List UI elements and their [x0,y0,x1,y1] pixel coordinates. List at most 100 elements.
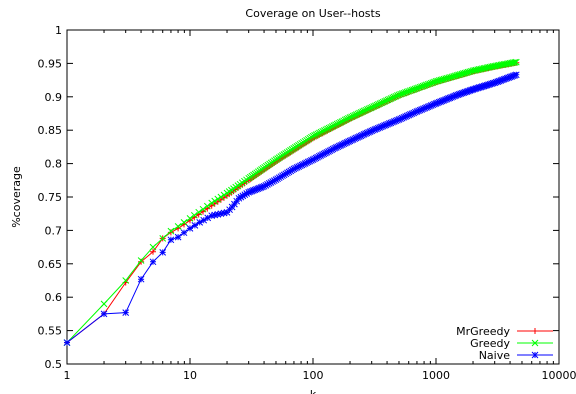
data-point [395,116,403,123]
data-point [196,219,204,226]
data-point [437,98,444,105]
y-tick-label: 0.75 [38,191,63,204]
data-point [491,79,499,87]
data-point [503,74,511,82]
data-point [122,277,130,284]
data-point [332,121,339,129]
data-point [245,188,253,196]
data-point [256,184,263,192]
data-point [159,235,167,242]
data-point [269,178,276,185]
data-point [257,184,265,191]
data-point [327,123,335,131]
data-point [322,126,330,134]
data-point [357,132,365,140]
data-point [296,162,304,170]
data-point [174,223,182,230]
data-point [408,110,416,118]
data-point [167,236,175,244]
data-point [373,125,380,133]
data-point [150,248,156,255]
y-tick-label: 1 [55,24,62,37]
legend-label-mrgreedy: MrGreedy [456,325,510,338]
data-point [405,111,413,119]
data-point [220,191,228,199]
data-point [311,132,318,139]
data-point [298,161,306,169]
legend-label-greedy: Greedy [470,337,510,350]
data-point [416,106,424,114]
data-point [343,115,351,123]
data-point [384,120,392,128]
data-point [423,104,430,111]
data-point [445,95,452,102]
data-point [449,93,457,101]
data-point [149,258,157,266]
data-point [319,127,327,135]
y-tick-label: 0.9 [45,91,63,104]
data-point [204,214,212,222]
data-point [190,211,198,219]
data-point [203,202,211,210]
x-tick-label: 100 [303,369,324,382]
data-point [429,101,437,109]
data-point [149,243,157,251]
data-point [199,205,207,213]
legend-label-naive: Naive [479,349,511,362]
series-mrgreedy [64,59,520,346]
data-point [249,187,257,194]
data-point [419,105,427,113]
data-point [451,92,458,100]
data-point [465,87,472,95]
x-tick-label: 10 [183,369,197,382]
data-point [217,210,225,218]
data-point [387,119,395,127]
data-point [495,77,503,85]
data-point [346,137,354,145]
data-point [320,127,328,134]
data-point [208,199,216,207]
data-point [377,123,385,131]
data-point [512,71,520,79]
data-point [100,300,108,308]
data-point [320,150,328,158]
data-point [366,128,374,135]
data-point [324,125,331,133]
data-point [186,225,194,232]
data-point [334,143,342,151]
data-point [330,122,338,129]
data-point [411,108,419,116]
data-point [348,136,355,144]
data-point [329,145,337,153]
data-point [248,187,256,195]
data-point [214,211,222,218]
data-point [355,133,363,140]
data-point [332,144,340,151]
data-point [369,126,377,134]
data-point [379,122,387,130]
data-point [122,309,130,316]
data-point [180,229,188,237]
data-point [508,73,516,80]
data-point [211,211,219,219]
series-line [66,74,517,343]
data-point [415,107,422,115]
data-point [398,114,406,122]
y-axis-title: %coverage [10,166,23,228]
data-point [186,215,194,222]
data-point [441,96,449,104]
data-point [338,141,346,148]
data-point [434,99,441,107]
data-point [512,58,520,66]
data-point [338,118,346,125]
data-point [323,148,331,156]
chart-title: Coverage on User--hosts [245,7,380,20]
data-point [511,59,519,66]
data-point [167,227,175,235]
data-point [214,195,222,203]
y-tick-label: 0.65 [38,258,63,271]
series-naive [63,71,520,346]
legend-marker-mrgreedy [532,328,538,334]
